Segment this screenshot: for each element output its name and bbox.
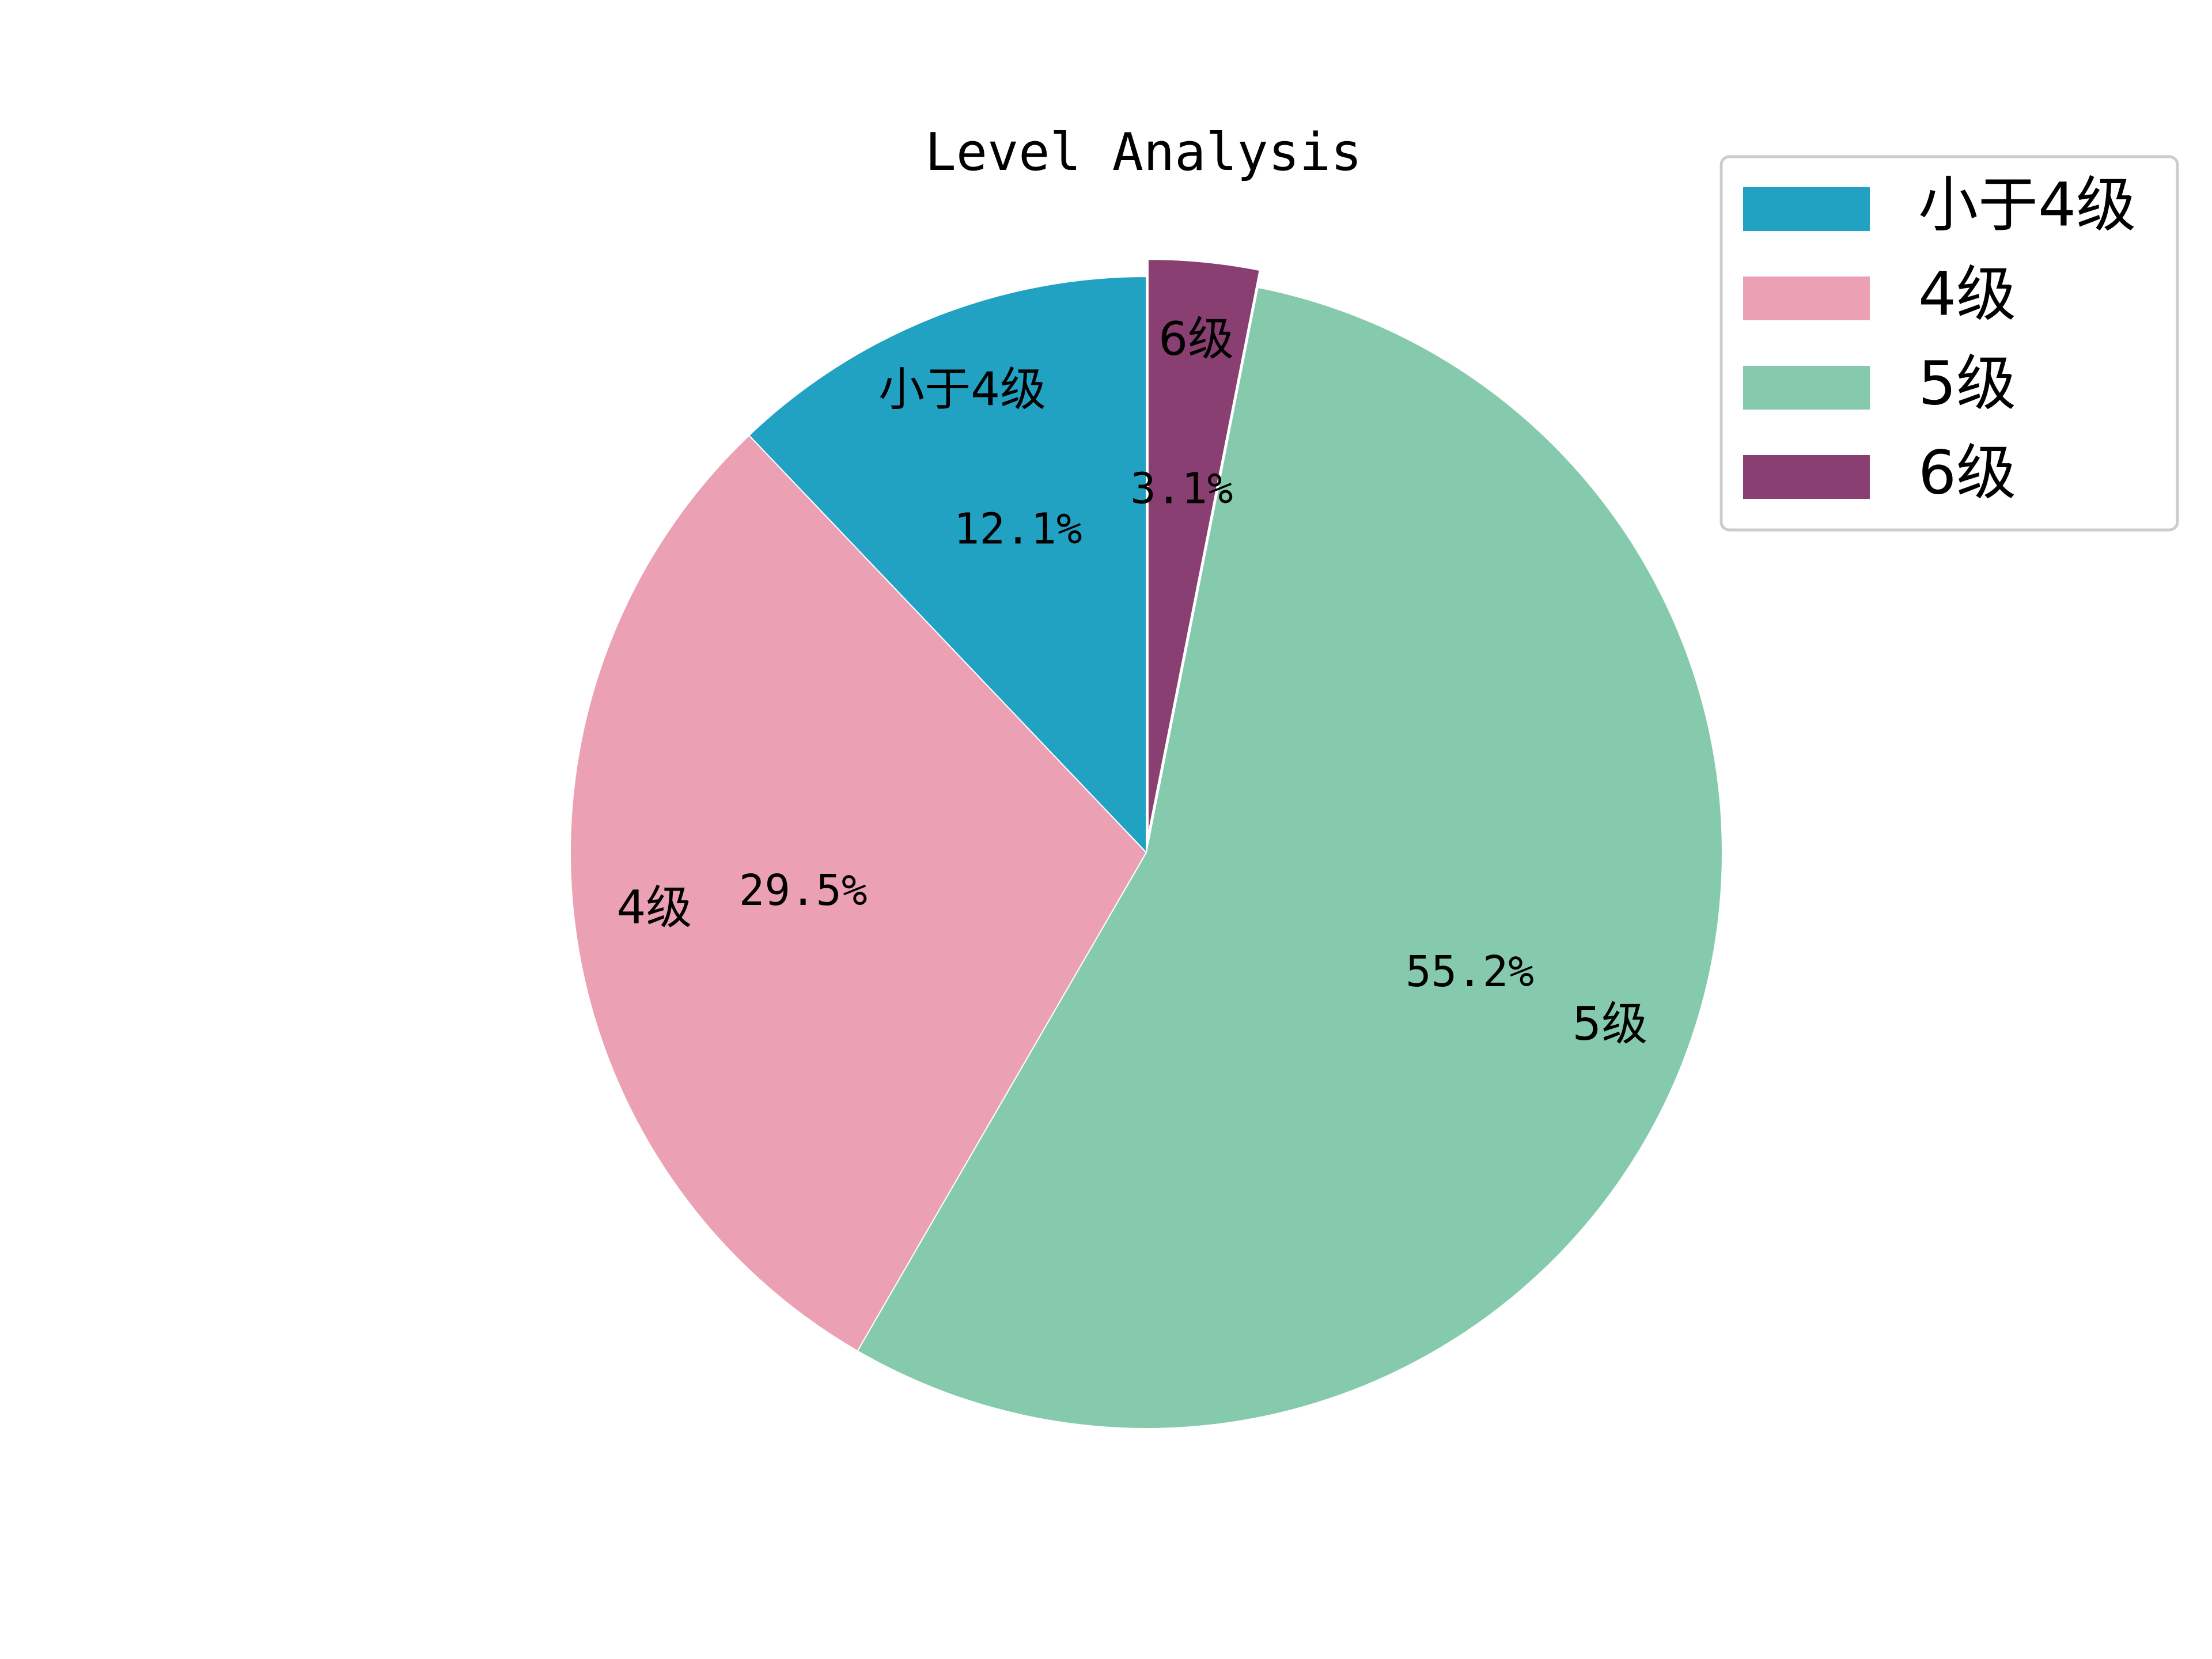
slice-percent-label: 3.1%	[1130, 464, 1233, 513]
pie-labels: 小于4级 12.1% 4级 29.5% 5级 55.2% 6级 3.1%	[617, 312, 1648, 1051]
pie-slice-3	[1147, 259, 1260, 836]
legend-swatch	[1743, 276, 1870, 320]
legend: 小于4级 4级 5级 6级	[1719, 155, 2179, 532]
slice-percent-label: 29.5%	[739, 866, 868, 915]
legend-frame	[1719, 155, 2179, 532]
pie-slices	[569, 259, 1723, 1429]
pie-slice-1	[569, 434, 1147, 1352]
slice-category-label: 小于4级	[878, 362, 1046, 416]
legend-swatch	[1743, 455, 1870, 499]
legend-label: 小于4级	[1918, 169, 2136, 240]
legend-swatch	[1743, 366, 1870, 410]
slice-category-label: 4级	[617, 881, 692, 934]
legend-label: 6级	[1918, 437, 2016, 507]
legend-label: 5级	[1918, 348, 2016, 418]
slice-percent-label: 55.2%	[1406, 947, 1534, 997]
slice-percent-label: 12.1%	[954, 504, 1082, 554]
chart-title: Level Analysis	[925, 122, 1362, 183]
slice-category-label: 5级	[1572, 997, 1647, 1051]
legend-label: 4级	[1918, 259, 2016, 329]
slice-category-label: 6级	[1158, 312, 1234, 366]
pie-slice-0	[748, 275, 1147, 854]
legend-swatch	[1743, 187, 1870, 231]
pie-slice-2	[857, 286, 1723, 1429]
